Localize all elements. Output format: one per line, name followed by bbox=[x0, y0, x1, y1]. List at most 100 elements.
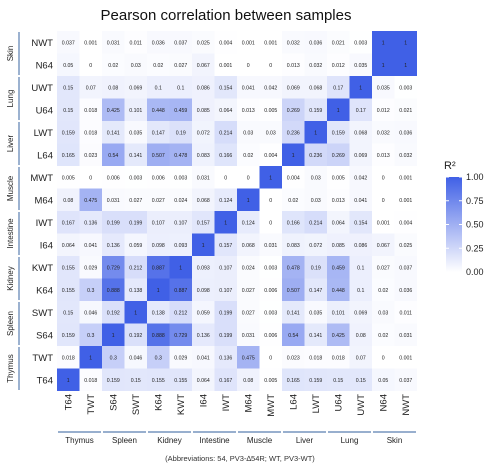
color-legend: R² 1.00 0.75 0.50 0.25 0.00 bbox=[444, 160, 484, 277]
row-label: I64 bbox=[40, 240, 53, 251]
heatmap-cell bbox=[259, 166, 282, 189]
cell-value-label: 0 bbox=[382, 175, 385, 181]
column-label: LWT bbox=[311, 394, 322, 414]
heatmap-cell bbox=[169, 121, 192, 144]
cell-value-label: 0.101 bbox=[332, 310, 345, 316]
heatmap-cell bbox=[214, 323, 237, 346]
cell-value-label: 0.001 bbox=[264, 40, 277, 46]
heatmap-cell bbox=[214, 256, 237, 279]
heatmap-cell bbox=[147, 31, 170, 54]
heatmap-cell bbox=[214, 346, 237, 369]
cell-value-label: 0.001 bbox=[377, 220, 390, 226]
legend-tick-label: 0.75 bbox=[466, 196, 484, 206]
heatmap-cell bbox=[372, 301, 395, 324]
cell-value-label: 1 bbox=[157, 288, 160, 294]
heatmap-cell bbox=[57, 233, 80, 256]
heatmap-cell bbox=[124, 166, 147, 189]
cell-value-label: 0.08 bbox=[108, 85, 118, 91]
heatmap-cell bbox=[147, 368, 170, 391]
cell-value-label: 0.05 bbox=[63, 63, 73, 69]
cell-value-label: 0.02 bbox=[378, 288, 388, 294]
cell-value-label: 0.03 bbox=[311, 198, 321, 204]
cell-value-label: 0.064 bbox=[219, 108, 232, 114]
heatmap-cell bbox=[57, 53, 80, 76]
heatmap-cell bbox=[259, 31, 282, 54]
heatmap-cell bbox=[327, 31, 350, 54]
cell-value-label: 0 bbox=[382, 198, 385, 204]
cell-value-label: 0.887 bbox=[174, 288, 187, 294]
heatmap-cell bbox=[237, 368, 260, 391]
row-group-label: Thymus bbox=[6, 354, 15, 382]
heatmap-cell bbox=[79, 143, 102, 166]
cell-value-label: 0.005 bbox=[264, 378, 277, 384]
heatmap-cell bbox=[259, 76, 282, 99]
heatmap-cell bbox=[169, 166, 192, 189]
column-label: K64 bbox=[153, 394, 164, 411]
cell-value-label: 1 bbox=[202, 243, 205, 249]
cell-value-label: 0.041 bbox=[354, 198, 367, 204]
cell-value-label: 0.475 bbox=[84, 198, 97, 204]
heatmap-cell bbox=[304, 256, 327, 279]
cell-value-label: 0.888 bbox=[152, 333, 165, 339]
heatmap-cell bbox=[394, 166, 417, 189]
cell-value-label: 0.069 bbox=[354, 310, 367, 316]
heatmap-cell bbox=[102, 346, 125, 369]
heatmap-cell bbox=[57, 278, 80, 301]
cell-value-label: 0.013 bbox=[332, 198, 345, 204]
heatmap-cell bbox=[282, 323, 305, 346]
column-label: M64 bbox=[243, 394, 254, 412]
cell-value-label: 0.166 bbox=[219, 153, 232, 159]
cell-value-label: 0.124 bbox=[242, 220, 255, 226]
row-label: K64 bbox=[36, 285, 53, 296]
heatmap-cell bbox=[259, 143, 282, 166]
cell-value-label: 0.031 bbox=[197, 175, 210, 181]
cell-value-label: 0.037 bbox=[399, 378, 412, 384]
row-label: S64 bbox=[36, 330, 53, 341]
cell-value-label: 0.159 bbox=[62, 333, 75, 339]
heatmap-cell bbox=[147, 233, 170, 256]
heatmap-cell bbox=[372, 53, 395, 76]
heatmap-cell bbox=[349, 121, 372, 144]
heatmap-cell bbox=[79, 346, 102, 369]
heatmap-cell bbox=[192, 166, 215, 189]
heatmap-cell bbox=[124, 256, 147, 279]
cell-value-label: 1 bbox=[382, 63, 385, 69]
heatmap-cell bbox=[124, 278, 147, 301]
row-label: U64 bbox=[36, 105, 53, 116]
cell-value-label: 0.003 bbox=[129, 175, 142, 181]
cell-value-label: 0.1 bbox=[177, 85, 184, 91]
cell-value-label: 1 bbox=[179, 265, 182, 271]
cell-value-label: 0.159 bbox=[309, 108, 322, 114]
heatmap-cell bbox=[79, 121, 102, 144]
cell-value-label: 0.032 bbox=[399, 153, 412, 159]
heatmap-cell bbox=[259, 368, 282, 391]
cell-value-label: 0.046 bbox=[84, 310, 97, 316]
cell-value-label: 0.085 bbox=[332, 243, 345, 249]
cell-value-label: 0.05 bbox=[378, 378, 388, 384]
heatmap-cell bbox=[349, 98, 372, 121]
heatmap-cell bbox=[394, 143, 417, 166]
cell-value-label: 0.021 bbox=[399, 108, 412, 114]
heatmap-cell bbox=[124, 188, 147, 211]
cell-value-label: 0.15 bbox=[63, 85, 73, 91]
cell-value-label: 0.025 bbox=[197, 40, 210, 46]
heatmap-cell bbox=[327, 143, 350, 166]
heatmap-cell bbox=[124, 98, 147, 121]
cell-value-label: 0.08 bbox=[63, 198, 73, 204]
heatmap-cell bbox=[282, 143, 305, 166]
heatmap-cell bbox=[124, 211, 147, 234]
cell-value-label: 0.083 bbox=[287, 243, 300, 249]
heatmap-cell bbox=[237, 166, 260, 189]
column-group-labels: Thymus Spleen Kidney Intestine Muscle Liver Lu… bbox=[58, 431, 416, 445]
heatmap-cell bbox=[282, 301, 305, 324]
cell-value-label: 0.165 bbox=[287, 378, 300, 384]
cell-value-label: 0.064 bbox=[332, 220, 345, 226]
cell-value-label: 0.459 bbox=[332, 265, 345, 271]
cell-value-label: 1 bbox=[269, 175, 272, 181]
cell-value-label: 0.107 bbox=[219, 265, 232, 271]
cell-value-label: 0.037 bbox=[174, 40, 187, 46]
heatmap-cell bbox=[304, 76, 327, 99]
cell-value-label: 0.155 bbox=[62, 288, 75, 294]
cell-value-label: 0.069 bbox=[287, 85, 300, 91]
row-group-labels: Thymus Spleen Kidney Intestine Muscle Liver Lu… bbox=[6, 32, 20, 390]
